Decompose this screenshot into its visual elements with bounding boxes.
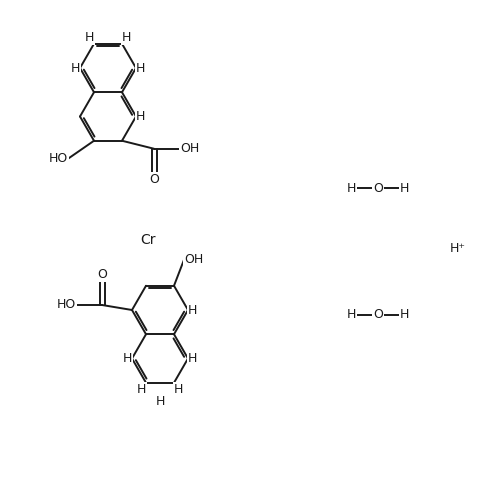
Text: H: H	[400, 182, 409, 195]
Text: H: H	[85, 31, 94, 44]
Text: HO: HO	[57, 298, 76, 311]
Text: H: H	[346, 182, 356, 195]
Text: H: H	[400, 308, 409, 321]
Text: H: H	[174, 383, 183, 396]
Text: O: O	[373, 182, 383, 195]
Text: H: H	[137, 383, 146, 396]
Text: HO: HO	[49, 152, 68, 165]
Text: H: H	[136, 110, 146, 123]
Text: H: H	[188, 304, 197, 317]
Text: OH: OH	[180, 142, 199, 155]
Text: H: H	[155, 395, 165, 408]
Text: H: H	[122, 31, 131, 44]
Text: H: H	[71, 62, 80, 75]
Text: O: O	[149, 173, 159, 186]
Text: Cr: Cr	[140, 233, 156, 247]
Text: H⁺: H⁺	[450, 241, 466, 254]
Text: H: H	[346, 308, 356, 321]
Text: H: H	[136, 62, 146, 75]
Text: H: H	[188, 352, 197, 365]
Text: OH: OH	[184, 253, 203, 266]
Text: O: O	[373, 308, 383, 321]
Text: H: H	[122, 352, 132, 365]
Text: O: O	[97, 268, 107, 281]
